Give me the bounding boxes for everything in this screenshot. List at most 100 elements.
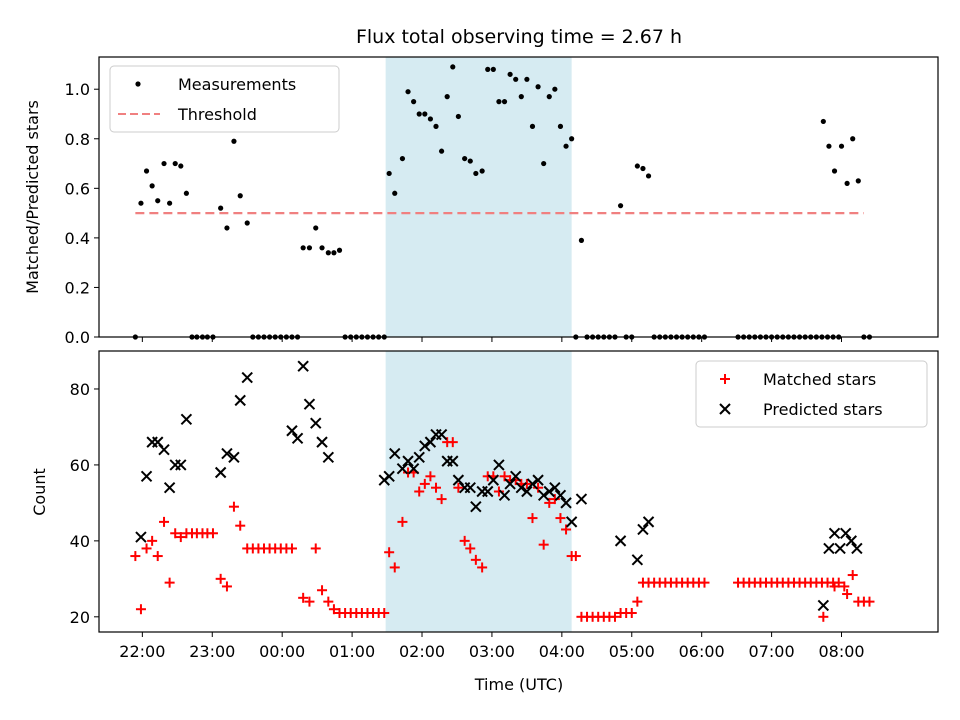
- measurement-point: [325, 250, 331, 256]
- top-x-ticks: [141, 337, 843, 342]
- matched-point: [317, 585, 328, 596]
- predicted-point: [575, 493, 588, 505]
- matched-point: [130, 551, 141, 562]
- matched-point: [323, 596, 334, 607]
- top-panel: Flux total observing time = 2.67 h 0.00.…: [23, 26, 939, 347]
- predicted-point: [303, 398, 316, 410]
- legend-matched-plus: [720, 374, 730, 384]
- top-ytick-label: 0.0: [65, 328, 90, 347]
- predicted-point: [435, 428, 448, 441]
- matched-point: [379, 608, 390, 619]
- bottom-highlight-span: [385, 351, 572, 632]
- measurement-point: [640, 165, 646, 172]
- measurement-point: [850, 136, 856, 142]
- matched-point: [626, 608, 637, 619]
- matched-point: [141, 543, 152, 554]
- measurement-point: [411, 99, 417, 105]
- measurement-point: [524, 76, 530, 82]
- measurement-point: [405, 89, 411, 95]
- measurement-point: [563, 143, 569, 149]
- predicted-point: [504, 478, 516, 490]
- measurement-point: [535, 84, 541, 90]
- measurement-point: [496, 99, 502, 105]
- measurement-point: [143, 168, 150, 174]
- measurement-point: [149, 183, 155, 189]
- matched-point: [555, 513, 566, 524]
- measurement-point: [172, 160, 178, 167]
- predicted-point: [817, 599, 830, 612]
- measurement-point: [513, 76, 519, 82]
- measurement-point: [501, 99, 508, 105]
- measurement-point: [578, 237, 585, 243]
- matched-point: [425, 471, 436, 482]
- measurement-point: [546, 94, 552, 100]
- predicted-point: [487, 474, 500, 486]
- xtick-label: 08:00: [818, 642, 864, 661]
- bottom-legend-box: [695, 360, 928, 428]
- matched-point: [310, 543, 321, 554]
- predicted-point: [509, 470, 522, 483]
- xtick-label: 04:00: [539, 642, 585, 661]
- predicted-point: [470, 500, 482, 513]
- xtick-label: 23:00: [189, 642, 235, 661]
- matched-point: [699, 577, 710, 588]
- bottom-panel: 20 40 60 80 22:00 23:00 00:00 01:00 02:00 03:00 0…: [30, 350, 939, 694]
- measurement-point: [178, 163, 184, 169]
- legend-threshold-label: Threshold: [177, 105, 257, 124]
- predicted-point: [286, 425, 298, 437]
- predicted-point: [498, 489, 511, 502]
- measurement-point: [138, 200, 144, 206]
- predicted-point: [851, 542, 863, 555]
- predicted-point: [532, 474, 544, 486]
- predicted-point: [614, 535, 627, 547]
- predicted-point: [419, 440, 431, 452]
- predicted-point: [521, 485, 533, 498]
- matched-point: [847, 570, 858, 581]
- measurement-point: [161, 160, 167, 167]
- matched-point: [538, 539, 549, 550]
- legend-matched-label: Matched stars: [763, 370, 876, 389]
- predicted-point: [828, 527, 841, 539]
- predicted-point: [642, 516, 655, 528]
- predicted-point: [310, 417, 322, 429]
- predicted-point: [389, 447, 401, 460]
- matched-point: [453, 482, 464, 493]
- bot-ytick-label: 20: [70, 608, 90, 627]
- top-axes-frame: [98, 56, 939, 338]
- matched-point: [286, 543, 297, 554]
- measurement-point: [844, 180, 850, 186]
- matched-point: [221, 581, 232, 592]
- matched-point: [175, 532, 186, 543]
- matched-point: [164, 577, 175, 588]
- measurement-point: [634, 163, 640, 169]
- predicted-point: [543, 485, 555, 498]
- measurement-point: [541, 160, 547, 167]
- legend-predicted-marker: [719, 403, 731, 415]
- predicted-point: [424, 436, 437, 448]
- top-ytick-label: 0.2: [65, 278, 90, 297]
- legend-predicted-label: Predicted stars: [763, 400, 883, 419]
- predicted-point: [526, 478, 539, 490]
- measurement-point: [645, 173, 652, 179]
- predicted-point: [845, 535, 858, 547]
- legend-measurements-marker: [135, 81, 141, 87]
- matched-point: [235, 520, 246, 531]
- matched-point: [818, 611, 829, 622]
- matched-point: [465, 543, 476, 554]
- measurement-point: [557, 123, 564, 129]
- matched-point: [470, 554, 481, 565]
- matched-point: [864, 596, 875, 607]
- measurement-point: [485, 66, 491, 72]
- predicted-point: [407, 463, 420, 475]
- measurement-point: [462, 155, 468, 162]
- top-legend: Measurements Threshold: [109, 65, 340, 133]
- measurement-point: [386, 170, 392, 177]
- matched-point: [839, 581, 850, 592]
- matched-point: [632, 596, 643, 607]
- matched-point: [147, 535, 158, 546]
- measurement-point: [467, 158, 473, 164]
- bottom-y-ticks: 20 40 60 80: [70, 380, 99, 627]
- predicted-point: [554, 489, 567, 502]
- measurement-point: [820, 118, 826, 125]
